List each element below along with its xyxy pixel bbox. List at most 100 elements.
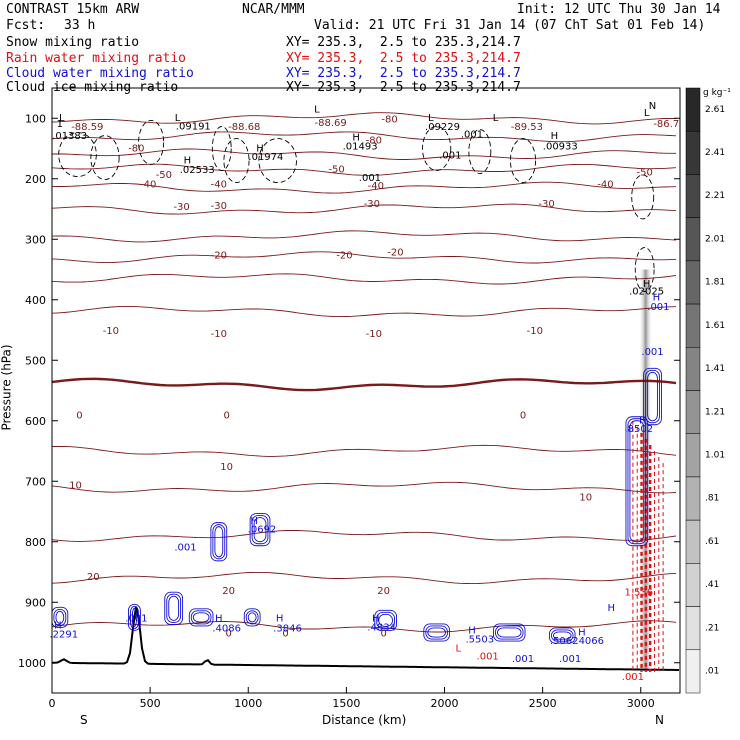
colorbar-label: .81	[705, 494, 719, 504]
rain-label: L	[455, 644, 461, 655]
temperature-contour	[52, 273, 677, 285]
cloud-water-label: .5503	[466, 635, 495, 646]
cloud-water-label: .001	[512, 654, 534, 665]
snow-label: .00933	[543, 141, 578, 152]
field-name-snow: Snow mixing ratio	[6, 35, 140, 50]
temperature-label: 10	[220, 462, 233, 473]
temperature-label: 0	[225, 629, 231, 640]
cloud-water-label: H	[215, 613, 223, 624]
temperature-label: -88.69	[315, 118, 347, 129]
snow-contour	[58, 132, 97, 178]
cloud-water-contour	[425, 625, 448, 640]
temperature-label: -40	[140, 180, 156, 191]
temperature-contour	[52, 251, 677, 264]
y-tick-label: 800	[25, 536, 46, 549]
colorbar-swatch	[685, 347, 701, 391]
cloud-water-contour	[53, 608, 67, 626]
x-end-label-south: S	[80, 713, 88, 727]
cloud-water-label: .4066	[575, 636, 604, 647]
cloud-water-contour	[548, 627, 576, 644]
y-tick-label: 900	[25, 596, 46, 609]
plot-frame	[51, 87, 681, 694]
field-xy-cloud-water: XY= 235.3, 2.5 to 235.3,214.7	[286, 66, 521, 81]
snow-contour	[138, 119, 165, 165]
colorbar-label: .21	[705, 623, 719, 633]
cloud-water-contour	[132, 607, 137, 627]
cloud-water-contour	[645, 369, 660, 424]
temperature-label: 0	[282, 629, 288, 640]
cloud-water-contour	[192, 612, 210, 623]
temperature-contour	[52, 181, 677, 194]
cloud-water-contour	[52, 606, 69, 628]
snow-label: N	[649, 101, 656, 112]
temperature-label: -40	[211, 180, 227, 191]
cloud-water-contour	[643, 367, 662, 426]
temperature-label: -30	[173, 202, 189, 213]
colorbar-label: 1.61	[705, 321, 725, 331]
temperature-label: 20	[87, 572, 100, 583]
temperature-label: -80	[366, 135, 382, 146]
colorbar-swatch	[685, 87, 701, 132]
colorbar-swatch	[685, 563, 701, 607]
snow-label: L	[644, 108, 650, 119]
fcst-value: 33 h	[64, 18, 96, 33]
snow-label: L	[314, 105, 320, 116]
cloud-water-label: .2291	[49, 630, 78, 641]
cloud-water-contour	[243, 608, 261, 627]
temperature-contour	[52, 112, 677, 125]
cloud-water-contour	[647, 371, 658, 422]
field-xy-rain: XY= 235.3, 2.5 to 235.3,214.7	[286, 51, 521, 66]
colorbar-unit: g kg⁻¹	[703, 88, 731, 98]
snow-label: H	[352, 132, 360, 143]
cloud-water-label: H	[250, 516, 258, 527]
temperature-contour	[52, 163, 677, 176]
temperature-label: -50	[637, 167, 653, 178]
temperature-label: 0	[520, 411, 526, 422]
cloud-water-label: .0692	[248, 524, 277, 535]
y-tick-label: 700	[25, 475, 46, 488]
temperature-contour	[52, 481, 677, 494]
snow-label: L	[493, 113, 499, 124]
temperature-label: 10	[69, 480, 82, 491]
temperature-label: -50	[328, 164, 344, 175]
cloud-water-label: .001	[641, 347, 663, 358]
cloud-water-label: H	[639, 416, 647, 427]
cloud-water-label: H	[608, 603, 616, 614]
snow-contour	[258, 138, 297, 184]
x-tick-label: 1000	[234, 697, 262, 710]
cloud-water-label: .001	[125, 613, 147, 624]
cloud-water-contour	[128, 603, 141, 631]
temperature-contour	[52, 305, 677, 318]
cloud-water-contour	[627, 418, 647, 545]
temperature-label: -40	[597, 180, 613, 191]
cloud-water-label: .5062	[550, 636, 579, 647]
cloud-water-contour	[249, 513, 271, 547]
y-tick-label: 400	[25, 294, 46, 307]
temperature-label: -30	[364, 199, 380, 210]
snow-contour	[634, 247, 655, 292]
rain-label: .001	[622, 672, 644, 683]
y-axis-label: Pressure (hPa)	[0, 344, 14, 431]
snow-label: .02025	[629, 287, 664, 298]
snow-label: .01383	[52, 131, 87, 142]
center-title: NCAR/MMM	[242, 2, 305, 17]
colorbar-label: 1.41	[705, 364, 725, 374]
snow-label: .001	[439, 151, 461, 162]
cloud-water-contour	[168, 595, 180, 621]
snow-label: H	[551, 131, 559, 142]
temperature-label: -89.53	[511, 122, 543, 133]
temperature-label: 10	[579, 492, 592, 503]
temperature-contour	[52, 131, 677, 143]
temperature-contour	[52, 620, 677, 633]
temperature-contour	[52, 148, 676, 160]
cloud-water-contour	[552, 631, 572, 640]
temperature-label: -10	[211, 329, 227, 340]
y-tick-label: 600	[25, 415, 46, 428]
colorbar-label: .41	[705, 580, 719, 590]
snow-label: H	[643, 279, 651, 290]
cloud-water-contour	[190, 610, 212, 625]
temperature-label: -10	[366, 329, 382, 340]
x-end-label-north: N	[655, 713, 664, 727]
cloud-water-contour	[629, 420, 645, 543]
